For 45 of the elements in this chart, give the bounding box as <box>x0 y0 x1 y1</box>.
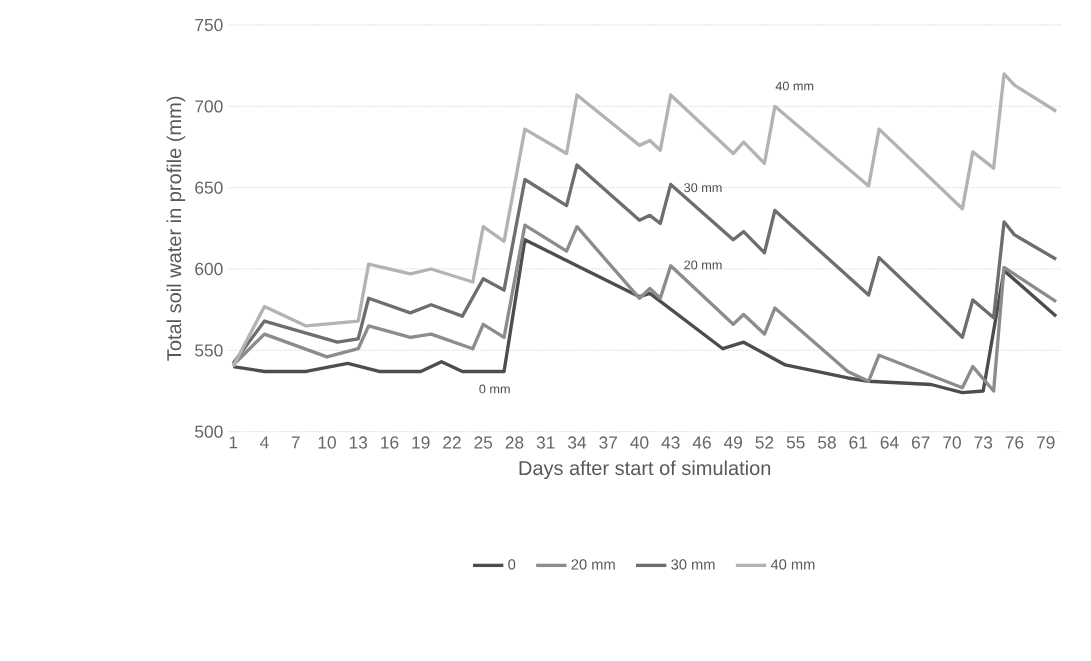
legend-label: 30 mm <box>671 559 715 570</box>
y-tick-label: 750 <box>195 18 223 32</box>
legend-label: 0 <box>508 559 516 570</box>
x-tick-label: 40 <box>630 436 649 449</box>
x-tick-label: 67 <box>911 436 930 449</box>
x-tick-label: 43 <box>661 436 680 449</box>
x-tick-label: 22 <box>443 436 461 449</box>
x-tick-label: 13 <box>349 436 368 449</box>
y-tick-label: 550 <box>195 344 223 357</box>
y-tick-label: 600 <box>195 262 223 276</box>
line-series <box>231 163 1058 366</box>
x-tick-label: 16 <box>381 436 399 449</box>
legend-label: 20 mm <box>571 559 615 570</box>
x-tick-label: 49 <box>723 436 743 449</box>
x-tick-label: 1 <box>229 436 238 449</box>
x-tick-label: 4 <box>260 436 269 449</box>
annotation: 30 mm <box>684 183 722 193</box>
y-tick-label: 650 <box>195 181 223 194</box>
x-tick-label: 31 <box>536 436 555 449</box>
x-tick-label: 55 <box>786 436 805 449</box>
x-tick-label: 34 <box>568 436 587 449</box>
x-axis-title: Days after start of simulation <box>519 460 771 480</box>
x-tick-label: 28 <box>505 436 524 449</box>
x-tick-label: 37 <box>599 436 617 449</box>
x-tick-label: 19 <box>412 436 430 449</box>
annotation: 20 mm <box>684 260 722 270</box>
y-tick-label: 700 <box>195 100 223 113</box>
x-tick-label: 10 <box>318 436 336 449</box>
line-series <box>231 72 1058 369</box>
x-tick-label: 52 <box>755 436 774 449</box>
x-tick-label: 64 <box>880 436 899 449</box>
x-tick-label: 73 <box>974 436 993 449</box>
x-tick-label: 76 <box>1005 436 1024 449</box>
legend-label: 40 mm <box>770 559 815 570</box>
annotation: 40 mm <box>775 81 814 91</box>
x-tick-label: 46 <box>692 436 711 449</box>
x-tick-label: 7 <box>291 436 300 449</box>
y-axis-title: Total soil water in profile (mm) <box>166 96 186 361</box>
x-tick-label: 70 <box>943 436 961 449</box>
annotation: 0 mm <box>479 384 510 394</box>
x-tick-label: 61 <box>849 436 868 449</box>
x-tick-label: 79 <box>1036 436 1055 449</box>
x-tick-label: 25 <box>474 436 493 449</box>
x-tick-label: 58 <box>818 436 836 449</box>
y-tick-label: 500 <box>195 425 223 438</box>
